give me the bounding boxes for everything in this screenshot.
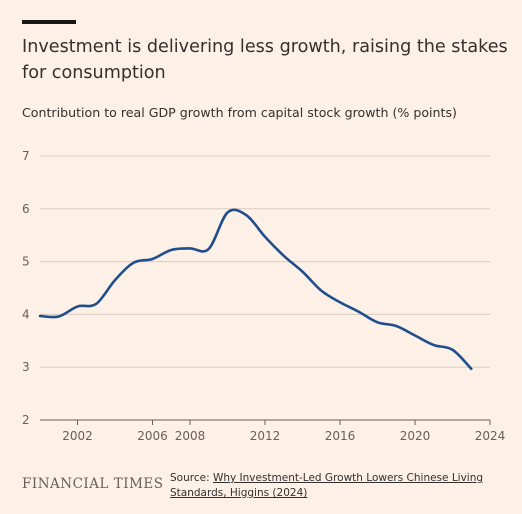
y-tick-label: 3 — [22, 360, 30, 374]
x-tick-label: 2008 — [175, 429, 206, 443]
y-tick-label: 2 — [22, 413, 30, 427]
x-axis: 2002 2006 2008 2012 2016 2020 2024 — [40, 419, 506, 443]
y-axis: 2 3 4 5 6 7 — [22, 149, 30, 427]
x-tick-label: 2006 — [137, 429, 168, 443]
y-tick-label: 6 — [22, 202, 30, 216]
series-line-0 — [38, 208, 473, 371]
source-link[interactable]: Why Investment-Led Growth Lowers Chinese… — [170, 472, 484, 499]
y-tick-label: 4 — [22, 307, 30, 321]
y-tick-label: 5 — [22, 255, 30, 269]
grid-lines — [40, 155, 490, 368]
chart-subtitle: Contribution to real GDP growth from cap… — [22, 105, 457, 120]
brand-bar — [22, 20, 76, 24]
ft-logo: FINANCIAL TIMES — [22, 476, 164, 492]
source-prefix: Source: — [170, 472, 213, 484]
x-tick-label: 2024 — [475, 429, 506, 443]
chart-title: Investment is delivering less growth, ra… — [22, 37, 508, 83]
line-chart: 2 3 4 5 6 7 2002 2006 2008 2012 2016 2020 2024 — [22, 149, 506, 443]
series-layer — [38, 208, 473, 371]
x-tick-label: 2002 — [62, 429, 93, 443]
y-tick-label: 7 — [22, 149, 30, 163]
x-tick-label: 2020 — [400, 429, 431, 443]
x-tick-label: 2012 — [250, 429, 281, 443]
x-tick-label: 2016 — [325, 429, 356, 443]
source-note: Source: Why Investment-Led Growth Lowers… — [170, 471, 510, 501]
